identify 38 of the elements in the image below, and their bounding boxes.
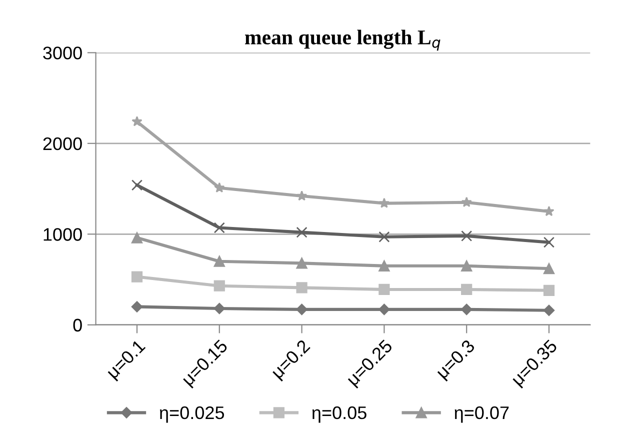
point — [461, 230, 472, 242]
y-tick-label: 1000 — [44, 228, 82, 241]
point — [543, 284, 555, 296]
point — [544, 206, 554, 216]
y-tick-label: 3000 — [43, 46, 82, 60]
point — [131, 180, 143, 191]
y-tick-label: 0 — [73, 318, 82, 332]
point — [378, 304, 390, 316]
point — [132, 116, 142, 126]
point — [543, 304, 555, 316]
point — [296, 258, 308, 269]
point — [131, 301, 143, 312]
point — [461, 196, 472, 208]
point — [214, 222, 225, 234]
point — [296, 304, 308, 316]
y-tick-label: 2000 — [43, 137, 82, 150]
point — [378, 260, 390, 272]
chart-title: mean queue length L$_{q}$ — [245, 30, 440, 51]
point — [461, 284, 472, 296]
point — [543, 263, 555, 274]
point — [131, 271, 143, 282]
point — [378, 231, 390, 242]
point — [214, 280, 225, 292]
point — [378, 284, 390, 296]
point — [378, 198, 390, 208]
point — [461, 260, 472, 272]
legend-label: η=0.025 — [160, 406, 224, 423]
point — [296, 190, 308, 201]
legend-label: η=0.07 — [454, 406, 509, 423]
point — [543, 236, 555, 248]
legend-label: η=0.05 — [312, 406, 366, 423]
point — [296, 226, 308, 238]
point — [460, 304, 472, 316]
point — [131, 232, 143, 244]
point — [214, 302, 225, 314]
point — [214, 182, 225, 192]
point — [296, 282, 308, 294]
point — [214, 256, 225, 267]
